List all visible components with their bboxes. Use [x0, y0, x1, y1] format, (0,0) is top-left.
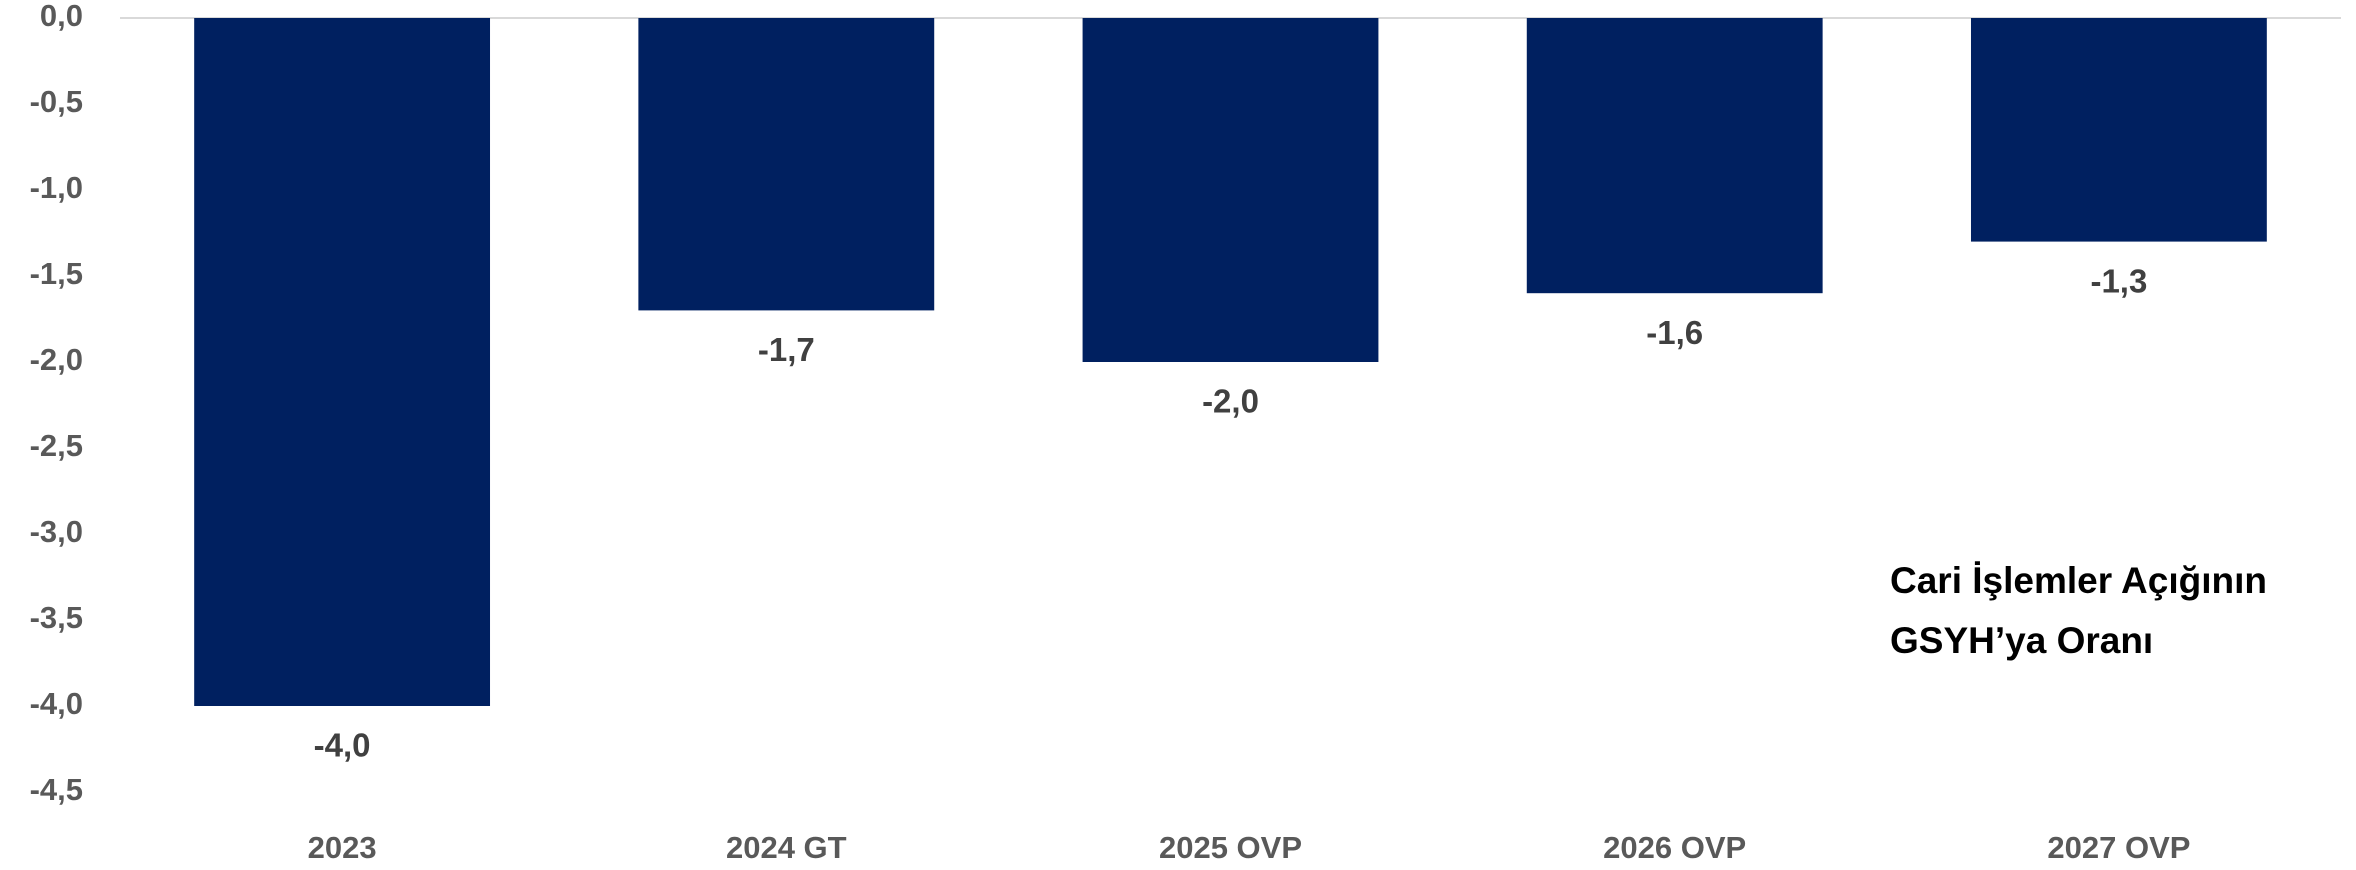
y-tick-label: -0,5 — [30, 84, 83, 119]
data-label: -2,0 — [1202, 383, 1259, 420]
data-label: -1,7 — [758, 331, 815, 368]
x-tick-label: 2023 — [308, 830, 377, 865]
y-tick-label: -3,5 — [30, 600, 83, 635]
data-label: -4,0 — [314, 727, 371, 764]
x-tick-label: 2025 OVP — [1159, 830, 1302, 865]
y-tick-label: -1,5 — [30, 256, 83, 291]
y-tick-label: -3,0 — [30, 514, 83, 549]
y-tick-label: -1,0 — [30, 170, 83, 205]
data-label: -1,3 — [2090, 262, 2147, 299]
y-tick-label: 0,0 — [40, 0, 83, 33]
x-tick-label: 2026 OVP — [1603, 830, 1746, 865]
y-tick-label: -4,5 — [30, 772, 83, 807]
bar — [1970, 18, 2267, 242]
bar — [194, 18, 491, 706]
annotation: GSYH’ya Oranı — [1890, 620, 2153, 661]
bar — [1082, 18, 1379, 362]
bar — [638, 18, 935, 311]
y-tick-label: -2,0 — [30, 342, 83, 377]
data-label: -1,6 — [1646, 314, 1703, 351]
x-tick-label: 2027 OVP — [2047, 830, 2190, 865]
y-tick-label: -2,5 — [30, 428, 83, 463]
y-tick-label: -4,0 — [30, 686, 83, 721]
bar — [1526, 18, 1823, 294]
annotation: Cari İşlemler Açığının — [1890, 560, 2267, 601]
x-tick-label: 2024 GT — [726, 830, 847, 865]
